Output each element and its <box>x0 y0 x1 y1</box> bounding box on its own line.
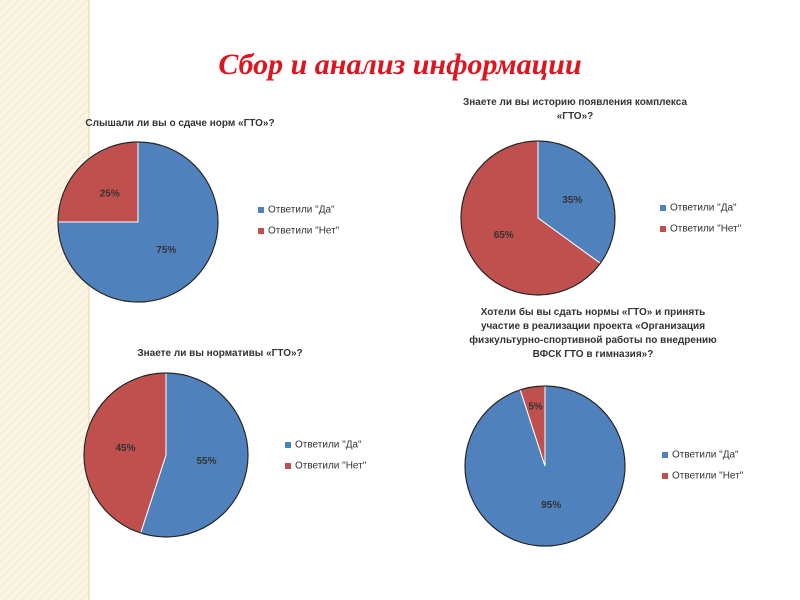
legend-label: Ответили "Нет" <box>670 224 742 235</box>
legend-swatch <box>660 205 666 211</box>
legend-label: Ответили "Да" <box>670 203 737 214</box>
slice-label: 75% <box>156 245 176 256</box>
legend-label: Ответили "Нет" <box>672 471 744 482</box>
pie-outline <box>83 372 249 538</box>
legend-swatch <box>285 442 291 448</box>
legend-label: Ответили "Да" <box>268 205 335 216</box>
legend-swatch <box>258 207 264 213</box>
legend-label: Ответили "Да" <box>295 440 362 451</box>
legend-swatch <box>662 452 668 458</box>
chart-title: Знаете ли вы нормативы «ГТО»? <box>137 348 303 359</box>
chart-title: Хотели бы вы сдать нормы «ГТО» и принять… <box>469 307 717 360</box>
pie-slice <box>57 141 139 223</box>
decor-stripe <box>0 0 90 600</box>
legend-label: Ответили "Нет" <box>268 226 340 237</box>
legend-swatch <box>662 473 668 479</box>
legend-label: Ответили "Да" <box>672 450 739 461</box>
chart-title: Знаете ли вы историю появления комплекса… <box>462 97 688 122</box>
slice-label: 95% <box>541 500 561 511</box>
chart-title: Слышали ли вы о сдаче норм «ГТО»? <box>85 118 275 129</box>
slice-label: 5% <box>528 401 543 412</box>
slice-label: 45% <box>115 443 135 454</box>
slice-label: 55% <box>196 456 216 467</box>
pie-outline <box>460 140 616 296</box>
slice-label: 25% <box>100 188 120 199</box>
pie-outline <box>57 141 219 303</box>
pie-outline <box>464 385 626 547</box>
legend-label: Ответили "Нет" <box>295 461 367 472</box>
slice-label: 65% <box>494 230 514 241</box>
slice-label: 35% <box>562 195 582 206</box>
legend-swatch <box>258 228 264 234</box>
legend-swatch <box>660 226 666 232</box>
slide-title: Сбор и анализ информации <box>218 48 582 81</box>
legend-swatch <box>285 463 291 469</box>
